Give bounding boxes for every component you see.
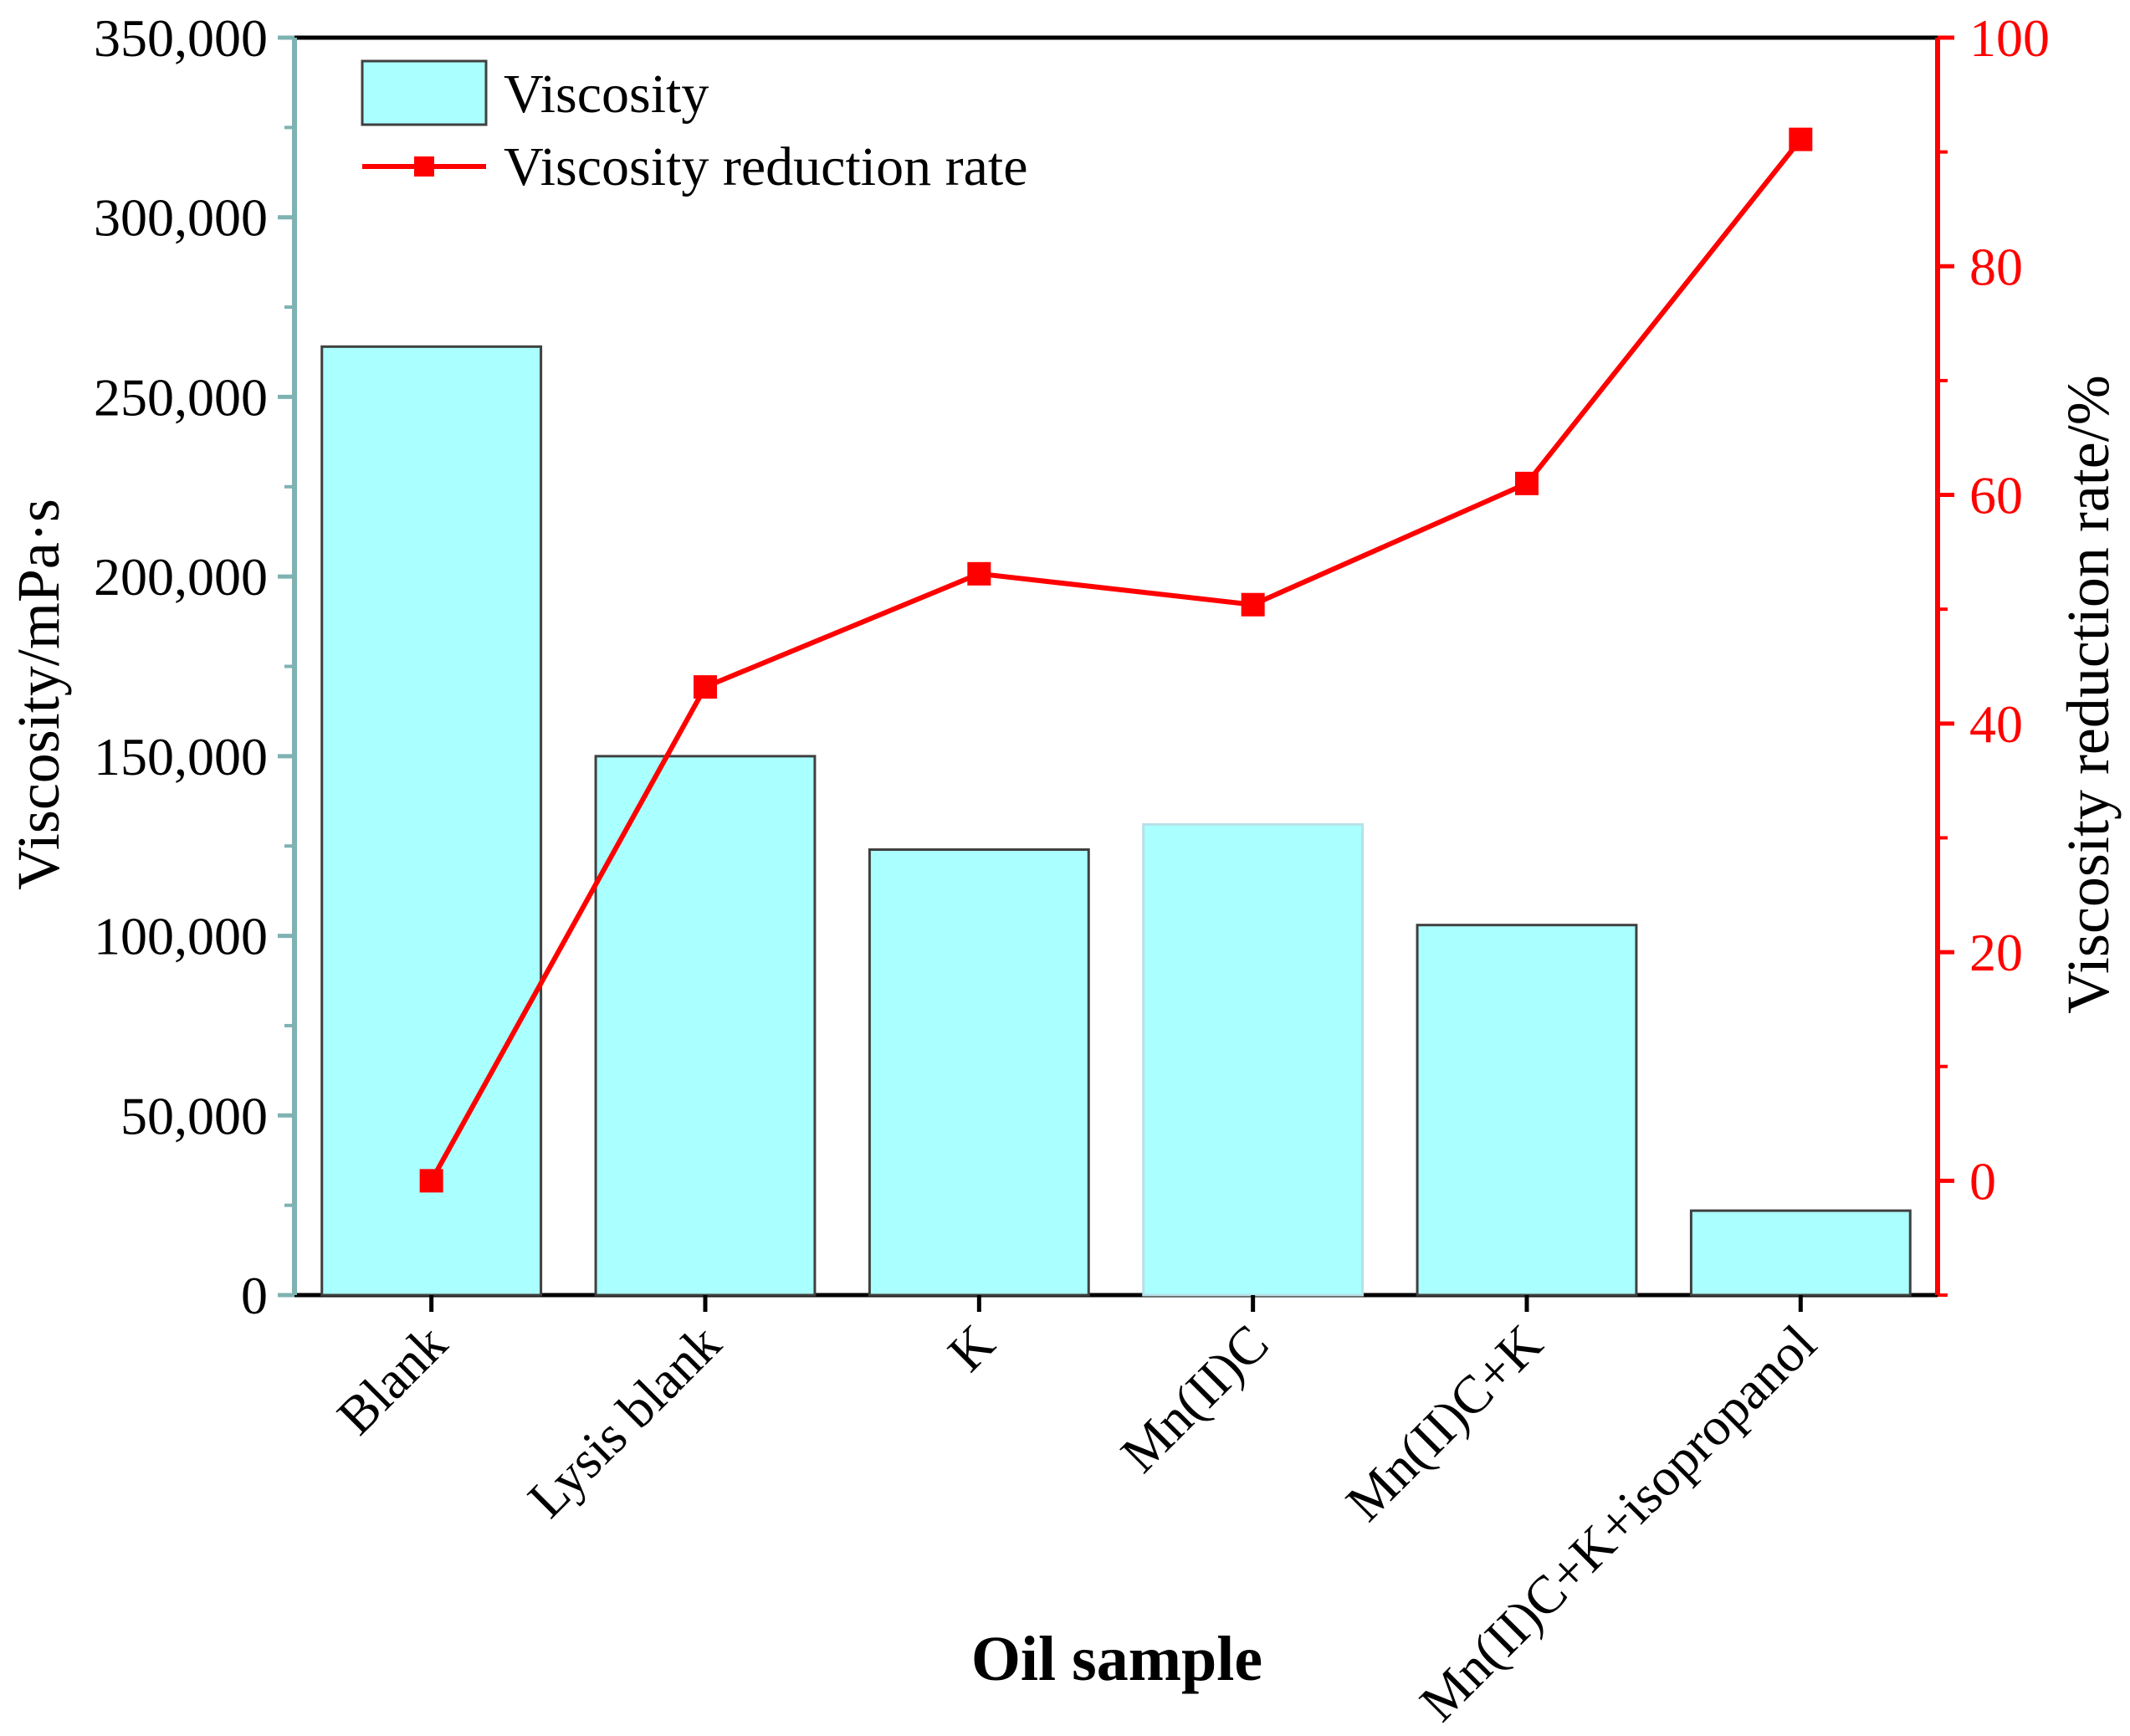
- right-tick-label: 0: [1969, 1151, 1996, 1211]
- left-tick-label: 200,000: [94, 547, 268, 607]
- x-category-label: Mn(II)C: [1109, 1314, 1280, 1484]
- legend-label-viscosity: Viscosity: [504, 64, 709, 125]
- bar-6: [1689, 1209, 1912, 1297]
- right-tick-label: 80: [1969, 237, 2023, 296]
- y-right-title: Viscosity reduction rate/%: [2055, 375, 2122, 1013]
- left-tick-label: 0: [241, 1266, 268, 1325]
- left-axis: 0 50,000 100,000 150,000 200,000 250,000 300,0…: [94, 8, 297, 1325]
- line-series-group: [419, 127, 1813, 1193]
- reduction-rate-marker-3: [967, 561, 991, 586]
- y-left-title: Viscosity/mPa·s: [5, 499, 72, 890]
- x-category-label: Lysis blank: [516, 1314, 732, 1529]
- bar-1: [320, 345, 543, 1297]
- reduction-rate-marker-6: [1789, 127, 1813, 151]
- left-tick-label: 250,000: [94, 367, 268, 427]
- x-axis-title: Oil sample: [971, 1624, 1262, 1694]
- bar-4: [1142, 822, 1365, 1297]
- bars-group: [320, 345, 1912, 1297]
- plot-frame: [294, 35, 1938, 1298]
- legend: Viscosity Viscosity reduction rate: [361, 59, 1028, 197]
- x-category-label: K: [936, 1314, 1006, 1383]
- left-tick-label: 100,000: [94, 907, 268, 966]
- right-axis: 0 20 40 60 80 100: [1935, 8, 2050, 1297]
- bar-5: [1416, 924, 1638, 1297]
- reduction-rate-marker-1: [419, 1169, 443, 1193]
- right-tick-label: 40: [1969, 694, 2023, 754]
- right-tick-label: 60: [1969, 466, 2023, 525]
- bar-2: [594, 755, 817, 1297]
- legend-label-reduction-rate: Viscosity reduction rate: [504, 136, 1028, 197]
- right-tick-label: 100: [1969, 8, 2050, 68]
- left-tick-label: 350,000: [94, 8, 268, 68]
- reduction-rate-marker-4: [1241, 592, 1265, 617]
- right-tick-label: 20: [1969, 923, 2023, 982]
- legend-bar-swatch: [361, 59, 488, 126]
- left-tick-label: 50,000: [120, 1086, 268, 1145]
- bar-3: [868, 848, 1090, 1297]
- x-category-label: Mn(II)C+K: [1334, 1314, 1554, 1533]
- left-tick-label: 300,000: [94, 188, 268, 248]
- reduction-rate-line: [429, 137, 1803, 1182]
- legend-line-marker: [414, 156, 434, 177]
- reduction-rate-marker-5: [1515, 471, 1539, 495]
- reduction-rate-marker-2: [694, 675, 717, 699]
- x-category-label: Blank: [325, 1314, 458, 1446]
- left-tick-label: 150,000: [94, 727, 268, 786]
